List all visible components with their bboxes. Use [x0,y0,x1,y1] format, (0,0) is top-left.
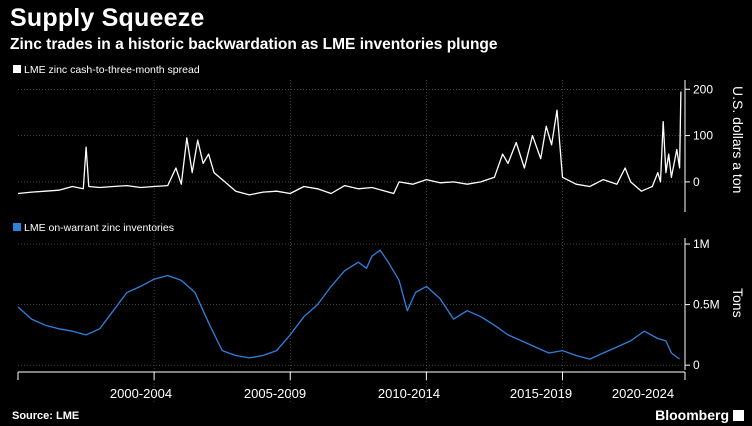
series-line [17,249,680,360]
x-tick-label: 2010-2014 [378,386,440,401]
brand-name: Bloomberg [655,407,729,423]
legend-swatch-inventory [13,223,21,231]
legend-label-inventory: LME on-warrant zinc inventories [24,222,174,234]
x-tick-label: 2020-2024 [612,386,674,401]
chart-subtitle: Zinc trades in a historic backwardation … [10,36,498,53]
y-tick-label: 0.5M [693,298,720,312]
y-axis-label-spread: U.S. dollars a ton [730,86,746,193]
chart-title: Supply Squeeze [10,4,205,32]
x-tick-label: 2015-2019 [510,386,572,401]
series-line [17,91,682,196]
y-tick-label: 0 [693,175,700,189]
y-tick-label: 100 [693,129,713,143]
bloomberg-logo-icon [733,409,744,421]
y-tick-label: 1M [693,237,710,251]
brand-logo: Bloomberg [655,407,744,423]
y-axis-label-inventory: Tons [730,288,746,318]
x-tick-label: 2000-2004 [110,386,172,401]
y-tick-label: 200 [693,82,713,96]
legend-label-spread: LME zinc cash-to-three-month spread [24,64,200,76]
legend-swatch-spread [13,65,21,73]
x-tick-label: 2005-2009 [244,386,306,401]
y-tick-label: 0 [693,358,700,372]
chart-plot-area: 0 100 200 0 0.5M 1M [17,80,720,404]
source-note: Source: LME [12,410,80,422]
